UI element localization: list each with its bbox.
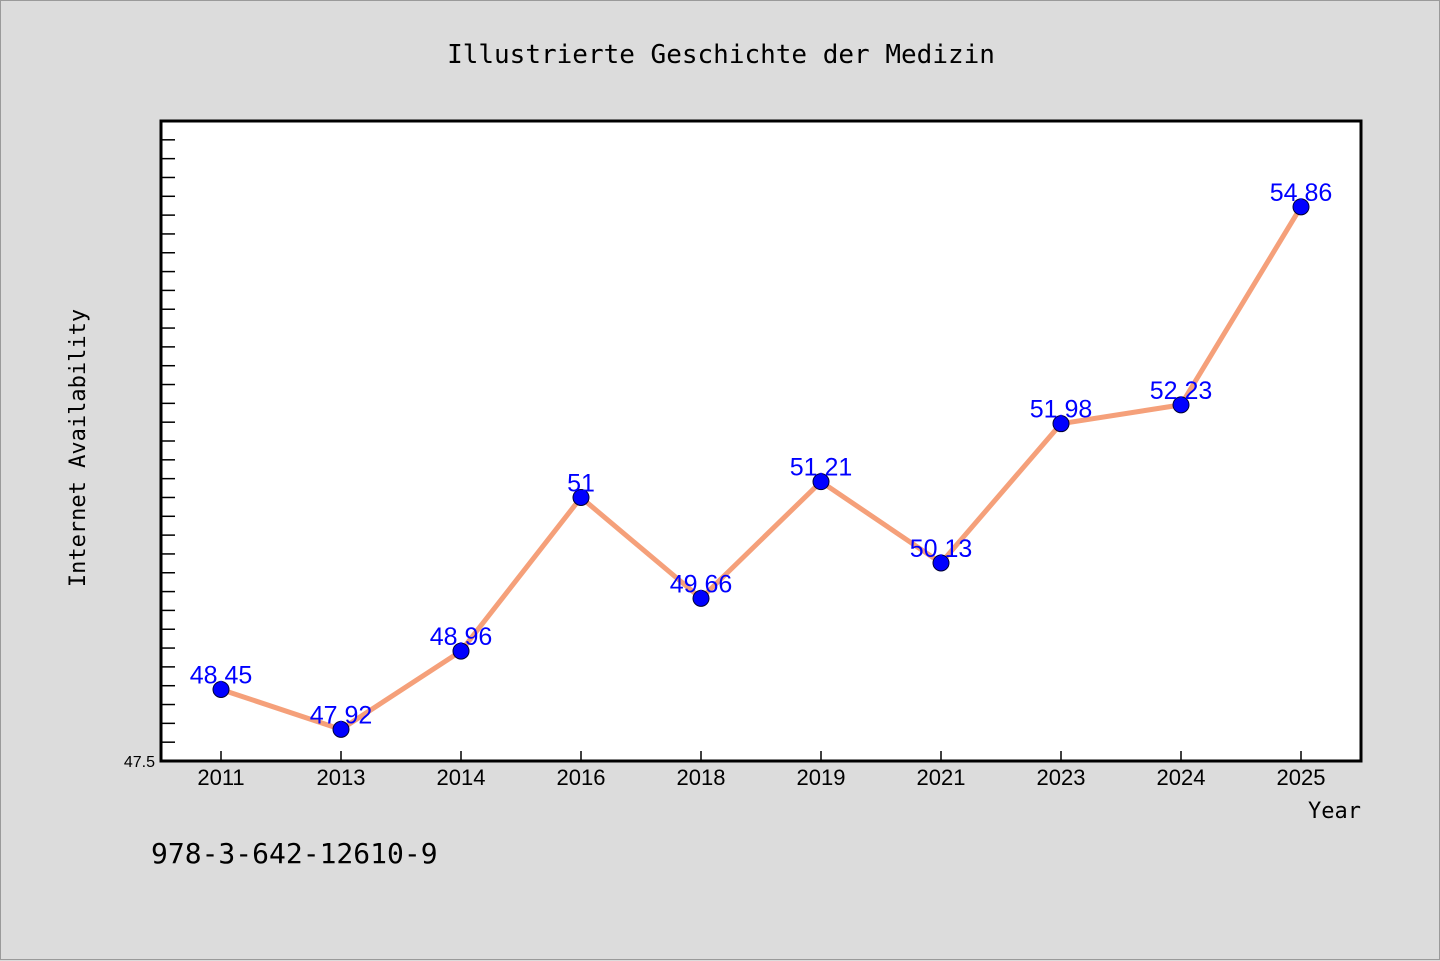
y-tick-label: 47.5	[124, 754, 155, 771]
data-point	[572, 488, 590, 506]
x-tick-label: 2023	[1037, 765, 1086, 790]
data-point	[1292, 198, 1310, 216]
y-axis-label: Internet Availability	[66, 309, 91, 587]
data-label: 51.98	[1030, 396, 1093, 424]
data-label: 50.13	[910, 535, 973, 563]
x-tick-label: 2019	[797, 765, 846, 790]
data-markers	[212, 198, 1310, 738]
data-point	[692, 589, 710, 607]
x-tick-label: 2025	[1277, 765, 1326, 790]
data-point	[452, 642, 470, 660]
x-axis-ticks	[220, 751, 1302, 761]
data-label: 51.21	[790, 454, 853, 482]
x-tick-label: 2024	[1157, 765, 1206, 790]
x-tick-label: 2013	[317, 765, 366, 790]
chart-title: Illustrierte Geschichte der Medizin	[447, 40, 995, 70]
data-label: 48.96	[430, 623, 493, 651]
x-tick-label: 2018	[677, 765, 726, 790]
data-label: 51	[567, 469, 595, 497]
plot-area	[159, 119, 1363, 763]
y-axis-ticks	[161, 139, 175, 743]
data-label: 49.66	[670, 570, 733, 598]
data-point	[932, 554, 950, 572]
series-line	[220, 205, 1304, 732]
data-labels: 48.45 47.92 48.96 51 49.66 51.21 50.13 51.98 52.…	[190, 179, 1333, 730]
data-label: 48.45	[190, 661, 253, 689]
x-tick-label: 2014	[437, 765, 486, 790]
isbn-text: 978-3-642-12610-9	[151, 837, 438, 870]
data-label: 54.86	[1270, 179, 1333, 207]
x-tick-label: 2011	[197, 765, 244, 790]
x-axis-label: Year	[1308, 799, 1361, 824]
data-point	[332, 720, 350, 738]
x-axis-tick-labels: 2011 2013 2014 2016 2018 2019 2021 2023 2024 2025	[197, 765, 1325, 790]
data-point	[812, 473, 830, 491]
x-tick-label: 2016	[557, 765, 606, 790]
data-point	[212, 680, 230, 698]
data-point	[1052, 415, 1070, 433]
x-tick-label: 2021	[917, 765, 966, 790]
data-label: 47.92	[310, 701, 373, 729]
data-label: 52.23	[1150, 377, 1213, 405]
data-point	[1172, 396, 1190, 414]
